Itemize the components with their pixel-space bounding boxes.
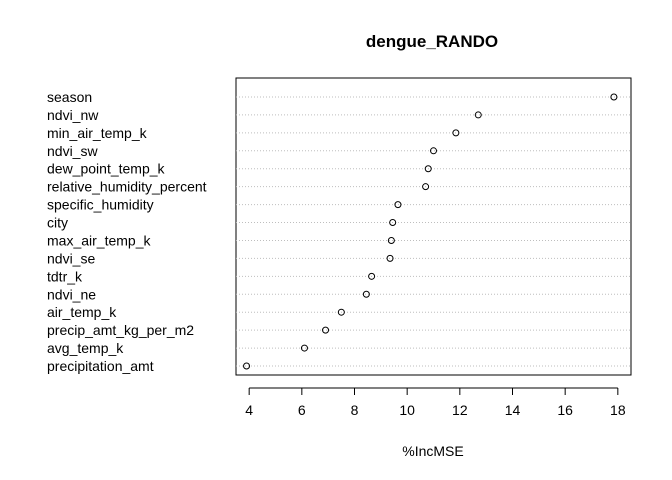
category-label: precipitation_amt xyxy=(47,358,154,374)
category-label: ndvi_nw xyxy=(47,107,99,123)
category-label: air_temp_k xyxy=(47,304,117,320)
category-label: relative_humidity_percent xyxy=(47,179,207,195)
data-point xyxy=(422,183,430,191)
data-point xyxy=(389,219,397,227)
data-point xyxy=(387,236,395,244)
x-tick-label: 8 xyxy=(351,402,359,418)
data-point xyxy=(322,326,330,334)
x-tick-label: 4 xyxy=(245,402,253,418)
data-points xyxy=(243,93,618,370)
category-label: tdtr_k xyxy=(47,268,83,284)
category-labels: season ndvi_nw min_air_temp_k ndvi_sw dew_po… xyxy=(47,89,207,374)
grid-lines xyxy=(236,96,631,367)
data-point xyxy=(386,254,394,262)
x-tick-label: 16 xyxy=(557,402,573,418)
category-label: ndvi_se xyxy=(47,250,95,266)
x-axis: 4 6 8 10 12 14 16 18 xyxy=(245,387,626,418)
data-point xyxy=(243,362,251,370)
category-label: ndvi_ne xyxy=(47,286,96,302)
x-tick-label: 6 xyxy=(298,402,306,418)
data-point xyxy=(368,272,376,280)
x-axis-label: %IncMSE xyxy=(402,443,463,459)
category-label: specific_humidity xyxy=(47,197,154,213)
chart-title: dengue_RANDO xyxy=(366,32,498,51)
data-point xyxy=(337,308,345,316)
category-label: city xyxy=(47,215,68,231)
data-point xyxy=(430,147,437,155)
category-label: min_air_temp_k xyxy=(47,125,148,141)
data-point xyxy=(424,165,432,173)
category-label: ndvi_sw xyxy=(47,143,98,159)
x-tick-label: 18 xyxy=(610,402,626,418)
data-point xyxy=(362,290,370,298)
x-tick-label: 14 xyxy=(505,402,521,418)
x-tick-label: 12 xyxy=(452,402,468,418)
data-point xyxy=(300,344,308,352)
category-label: avg_temp_k xyxy=(47,340,124,356)
x-tick-label: 10 xyxy=(399,402,415,418)
category-label: season xyxy=(47,89,92,105)
category-label: precip_amt_kg_per_m2 xyxy=(47,322,194,338)
data-point xyxy=(394,201,402,209)
data-point xyxy=(474,111,482,119)
data-point xyxy=(452,129,460,137)
plot-frame xyxy=(235,77,632,376)
category-label: dew_point_temp_k xyxy=(47,161,166,177)
category-label: max_air_temp_k xyxy=(47,232,151,248)
data-point xyxy=(610,93,618,101)
